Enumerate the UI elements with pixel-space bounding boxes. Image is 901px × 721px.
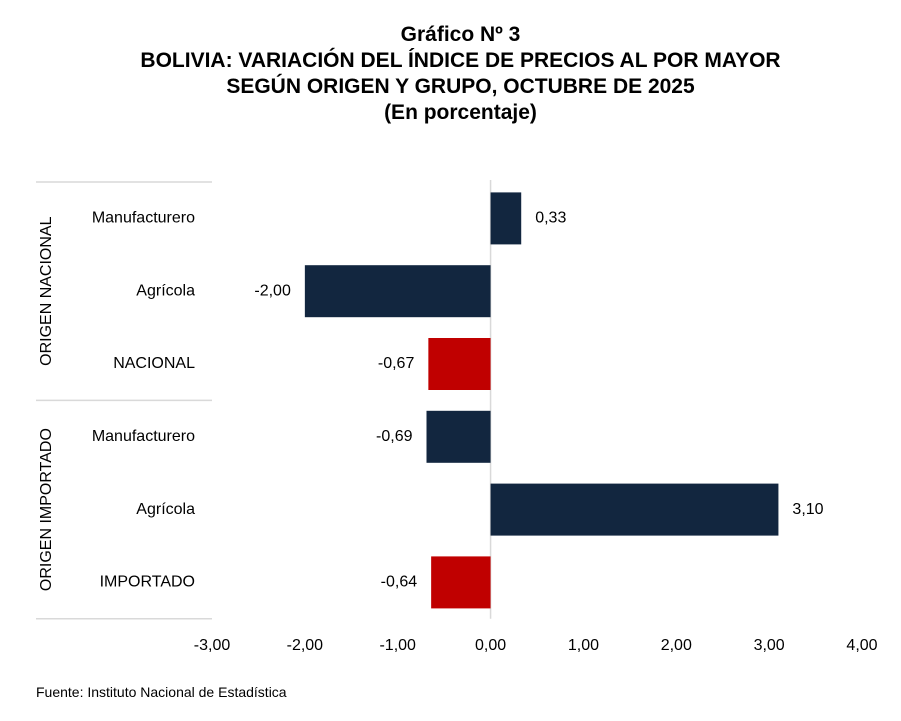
x-tick-label: 4,00 <box>846 637 877 654</box>
x-tick-label: -1,00 <box>379 637 416 654</box>
x-tick-label: 0,00 <box>475 637 506 654</box>
data-label: -0,69 <box>376 428 413 445</box>
x-tick-label: 3,00 <box>754 637 785 654</box>
bar-importado-importado <box>431 556 491 609</box>
bar-manufacturero-importado <box>426 410 491 463</box>
chart-title-number: Gráfico Nº 3 <box>400 23 521 46</box>
bar-agr-cola-nacional <box>304 265 491 318</box>
category-label: Manufacturero <box>92 428 195 445</box>
bar-manufacturero-nacional <box>490 192 522 245</box>
x-tick-label: 1,00 <box>568 637 599 654</box>
category-label: NACIONAL <box>113 355 195 372</box>
data-label: -2,00 <box>254 282 291 299</box>
bar-nacional-nacional <box>428 338 491 390</box>
category-label: Agrícola <box>136 501 195 518</box>
source-note: Fuente: Instituto Nacional de Estadístic… <box>36 684 287 700</box>
data-label: 0,33 <box>535 210 566 227</box>
category-label: Agrícola <box>136 282 195 299</box>
data-label: 3,10 <box>792 501 823 518</box>
group-label-nacional: ORIGEN NACIONAL <box>38 216 55 365</box>
x-tick-label: -3,00 <box>194 637 231 654</box>
x-tick-label: -2,00 <box>287 637 324 654</box>
chart-title-line-1: BOLIVIA: VARIACIÓN DEL ÍNDICE DE PRECIOS… <box>140 49 781 72</box>
chart-subtitle: (En porcentaje) <box>384 101 537 124</box>
group-label-importado: ORIGEN IMPORTADO <box>38 428 55 591</box>
x-tick-label: 2,00 <box>661 637 692 654</box>
data-label: -0,67 <box>378 355 415 372</box>
chart-title-line-2: SEGÚN ORIGEN Y GRUPO, OCTUBRE DE 2025 <box>226 75 695 98</box>
chart-title-block: Gráfico Nº 3 BOLIVIA: VARIACIÓN DEL ÍNDI… <box>0 22 901 126</box>
bar-agr-cola-importado <box>490 483 779 536</box>
category-label: Manufacturero <box>92 210 195 227</box>
category-label: IMPORTADO <box>100 574 195 591</box>
data-label: -0,64 <box>381 574 418 591</box>
